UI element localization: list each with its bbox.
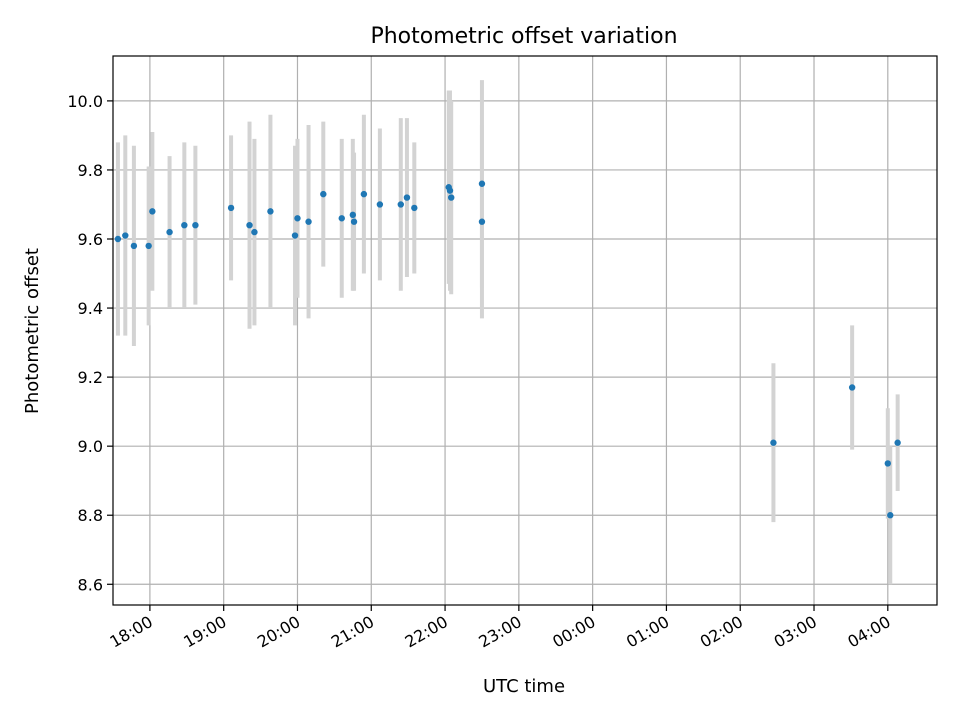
data-point	[894, 439, 901, 446]
data-point	[267, 208, 274, 215]
x-tick-label: 21:00	[328, 612, 377, 652]
y-tick-label: 9.6	[78, 230, 103, 249]
data-point	[227, 204, 235, 212]
data-point	[448, 194, 455, 201]
x-tick-label: 03:00	[771, 612, 820, 652]
data-point	[305, 218, 312, 225]
data-point	[478, 218, 486, 225]
x-tick-label: 19:00	[180, 612, 229, 652]
data-point	[192, 221, 199, 229]
data-point	[122, 232, 129, 239]
data-point	[403, 194, 411, 201]
data-points	[114, 180, 901, 519]
data-point	[166, 228, 173, 236]
data-point	[360, 190, 368, 198]
data-point	[397, 201, 404, 208]
x-tick-label: 00:00	[549, 612, 598, 652]
x-tick-label: 01:00	[623, 612, 672, 652]
x-tick-label: 18:00	[106, 612, 155, 652]
data-point	[320, 190, 327, 198]
data-point	[149, 208, 156, 215]
y-tick-label: 8.8	[78, 506, 103, 525]
error-bars	[115, 80, 900, 585]
x-tick-label: 02:00	[697, 612, 746, 652]
data-point	[350, 218, 358, 225]
data-point	[181, 221, 188, 229]
y-axis: 8.6 8.8 9.0 9.2 9.4 9.6 9.8 10.0	[67, 92, 113, 594]
data-point	[848, 384, 856, 391]
data-point	[376, 201, 384, 208]
data-point	[446, 187, 454, 194]
y-tick-label: 9.8	[78, 161, 103, 180]
y-tick-label: 8.6	[78, 575, 103, 594]
data-point	[338, 215, 345, 222]
data-point	[294, 215, 301, 222]
data-point	[246, 221, 253, 229]
data-point	[478, 180, 486, 187]
x-tick-label: 23:00	[475, 612, 524, 652]
plot-frame	[112, 55, 938, 606]
data-point	[130, 242, 138, 250]
y-tick-label: 9.0	[78, 437, 103, 456]
data-point	[251, 228, 258, 236]
data-point	[145, 242, 152, 250]
data-point	[770, 439, 777, 446]
data-point	[887, 512, 894, 519]
grid	[113, 56, 937, 605]
x-axis-label: UTC time	[483, 676, 565, 697]
y-tick-label: 9.4	[78, 299, 103, 318]
x-tick-label: 20:00	[254, 612, 303, 652]
y-axis-label: Photometric offset	[22, 248, 43, 414]
y-tick-label: 10.0	[67, 92, 103, 111]
data-point	[884, 460, 892, 467]
data-point	[114, 235, 122, 243]
y-tick-label: 9.2	[78, 368, 103, 387]
chart-title: Photometric offset variation	[370, 24, 677, 49]
x-axis: 18:00 19:00 20:00 21:00 22:00 23:00 00:00 01:00…	[106, 605, 894, 652]
x-tick-label: 22:00	[402, 612, 451, 652]
data-point	[291, 232, 299, 239]
data-point	[411, 204, 418, 212]
x-tick-label: 04:00	[844, 612, 893, 652]
data-point	[349, 211, 357, 219]
